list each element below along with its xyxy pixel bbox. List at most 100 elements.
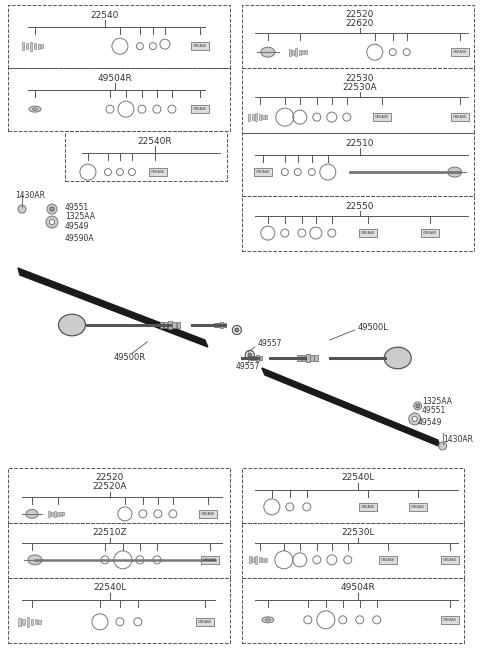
- Ellipse shape: [28, 555, 42, 565]
- Text: GREASE: GREASE: [192, 44, 207, 48]
- Text: GREASE: GREASE: [453, 50, 467, 54]
- Bar: [31, 619, 33, 625]
- Circle shape: [248, 353, 252, 357]
- Text: 49557: 49557: [236, 363, 260, 372]
- Text: 49590A: 49590A: [65, 233, 95, 243]
- Bar: [242, 133, 474, 196]
- Bar: [302, 50, 304, 54]
- Bar: [302, 355, 305, 361]
- Bar: [379, 556, 397, 564]
- Text: GREASE: GREASE: [198, 620, 212, 624]
- Text: 22540: 22540: [91, 10, 119, 20]
- Text: 1430AR: 1430AR: [443, 436, 473, 445]
- Bar: [409, 503, 427, 511]
- Bar: [41, 44, 43, 48]
- Bar: [8, 578, 230, 643]
- Bar: [314, 355, 318, 361]
- Bar: [441, 615, 459, 624]
- Text: 22550: 22550: [346, 201, 374, 211]
- Circle shape: [412, 417, 417, 421]
- Bar: [248, 113, 250, 121]
- Text: GREASE: GREASE: [360, 231, 375, 235]
- Text: 22540L: 22540L: [341, 473, 374, 482]
- Text: 49549: 49549: [418, 419, 442, 428]
- Bar: [23, 619, 25, 625]
- Bar: [288, 49, 290, 55]
- Bar: [65, 131, 227, 181]
- Bar: [359, 229, 377, 237]
- Bar: [30, 42, 32, 51]
- Bar: [259, 557, 261, 563]
- Bar: [265, 558, 267, 561]
- Circle shape: [235, 328, 239, 332]
- Bar: [263, 115, 264, 119]
- Polygon shape: [18, 268, 208, 347]
- Bar: [18, 617, 21, 626]
- Bar: [254, 168, 272, 176]
- Text: GREASE: GREASE: [381, 558, 395, 562]
- Bar: [8, 523, 230, 578]
- Text: GREASE: GREASE: [151, 170, 165, 174]
- Text: GREASE: GREASE: [360, 505, 375, 509]
- Bar: [252, 115, 254, 120]
- Bar: [51, 512, 53, 516]
- Bar: [34, 43, 36, 49]
- Text: 22540L: 22540L: [93, 584, 127, 592]
- Ellipse shape: [261, 47, 275, 57]
- Text: GREASE: GREASE: [201, 512, 215, 516]
- Bar: [252, 557, 254, 563]
- Circle shape: [409, 413, 421, 425]
- Text: 49551: 49551: [422, 406, 446, 415]
- Text: 1325AA: 1325AA: [422, 398, 452, 406]
- Bar: [441, 556, 459, 564]
- Bar: [8, 468, 230, 523]
- Bar: [8, 5, 230, 68]
- Circle shape: [50, 207, 54, 211]
- Text: 1325AA: 1325AA: [65, 211, 95, 220]
- Text: GREASE: GREASE: [453, 115, 467, 119]
- Bar: [242, 468, 464, 523]
- Bar: [255, 556, 257, 564]
- Text: 22530L: 22530L: [341, 528, 374, 537]
- Text: 22510Z: 22510Z: [93, 528, 127, 537]
- Ellipse shape: [384, 347, 411, 369]
- Bar: [359, 503, 377, 511]
- Bar: [159, 323, 163, 327]
- Circle shape: [414, 402, 422, 410]
- Bar: [253, 356, 256, 360]
- Text: 22530A: 22530A: [342, 83, 377, 92]
- Bar: [199, 510, 217, 518]
- Ellipse shape: [448, 167, 462, 177]
- Text: GREASE: GREASE: [192, 107, 207, 111]
- Bar: [48, 511, 50, 517]
- Circle shape: [46, 216, 58, 228]
- Bar: [38, 619, 41, 624]
- Bar: [149, 168, 167, 176]
- Bar: [220, 322, 223, 328]
- Bar: [62, 512, 64, 515]
- Bar: [373, 113, 391, 121]
- Bar: [299, 50, 301, 55]
- Text: GREASE: GREASE: [422, 231, 437, 235]
- Text: GREASE: GREASE: [374, 115, 389, 119]
- Bar: [265, 115, 267, 119]
- Text: 22620: 22620: [346, 19, 374, 27]
- Text: 49557: 49557: [258, 340, 282, 348]
- Bar: [295, 48, 298, 56]
- Bar: [214, 323, 217, 327]
- Bar: [242, 196, 474, 251]
- Text: 49504R: 49504R: [97, 74, 132, 83]
- Bar: [8, 68, 230, 131]
- Bar: [26, 617, 29, 627]
- Bar: [451, 113, 468, 121]
- Bar: [451, 48, 468, 56]
- Ellipse shape: [265, 619, 270, 621]
- Bar: [242, 578, 464, 643]
- Bar: [242, 523, 464, 578]
- Text: 49500L: 49500L: [358, 323, 389, 333]
- Bar: [54, 511, 56, 517]
- Text: 1430AR: 1430AR: [15, 190, 45, 200]
- Bar: [22, 42, 24, 50]
- Bar: [177, 323, 180, 327]
- Bar: [250, 357, 253, 360]
